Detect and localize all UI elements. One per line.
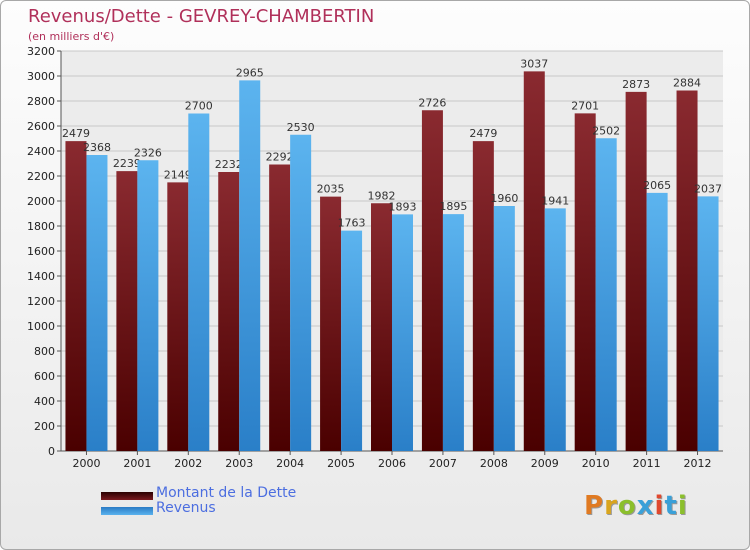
data-label-revenus: 1941 xyxy=(541,194,569,207)
proxiti-logo: Proxiti xyxy=(584,491,688,521)
logo-letter: i xyxy=(677,491,688,521)
data-label-dette: 2035 xyxy=(317,183,345,196)
data-label-revenus: 1763 xyxy=(338,217,366,230)
x-tick-label: 2004 xyxy=(276,457,304,470)
y-tick-label: 1800 xyxy=(27,220,55,233)
bar-dette xyxy=(371,203,392,451)
y-tick-label: 2200 xyxy=(27,170,55,183)
bar-dette xyxy=(676,90,698,451)
y-tick-label: 2800 xyxy=(27,95,55,108)
bar-dette xyxy=(625,91,647,451)
x-tick-label: 2007 xyxy=(429,457,457,470)
bar-revenus xyxy=(442,214,464,451)
data-label-revenus: 2037 xyxy=(694,182,722,195)
y-tick-label: 800 xyxy=(34,345,55,358)
data-label-revenus: 2326 xyxy=(134,146,162,159)
y-tick-label: 600 xyxy=(34,370,55,383)
bar-revenus xyxy=(188,113,210,451)
bar-dette xyxy=(320,196,342,451)
data-label-revenus: 2502 xyxy=(592,124,620,137)
bar-revenus xyxy=(392,214,413,451)
x-tick-label: 2005 xyxy=(327,457,355,470)
x-tick-label: 2012 xyxy=(684,457,712,470)
bar-revenus xyxy=(544,208,566,451)
legend-label-dette: Montant de la Dette xyxy=(156,485,297,501)
x-tick-label: 2003 xyxy=(225,457,253,470)
y-tick-label: 1000 xyxy=(27,320,55,333)
x-tick-label: 2001 xyxy=(123,457,151,470)
y-tick-label: 2600 xyxy=(27,120,55,133)
x-tick-label: 2000 xyxy=(72,457,100,470)
bar-revenus xyxy=(493,206,515,451)
data-label-dette: 2479 xyxy=(62,127,90,140)
data-label-revenus: 2065 xyxy=(643,179,671,192)
data-label-dette: 2726 xyxy=(418,96,446,109)
y-tick-label: 1600 xyxy=(27,245,55,258)
data-label-revenus: 2965 xyxy=(236,66,264,79)
y-tick-label: 3000 xyxy=(27,70,55,83)
legend-swatch-revenus xyxy=(101,507,153,515)
bar-revenus xyxy=(697,196,719,451)
data-label-dette: 2873 xyxy=(622,78,650,91)
bar-dette xyxy=(65,141,87,451)
bar-revenus xyxy=(290,134,312,451)
bar-dette xyxy=(218,172,240,451)
data-label-dette: 2232 xyxy=(215,158,243,171)
y-tick-label: 1200 xyxy=(27,295,55,308)
bar-dette xyxy=(574,113,596,451)
y-tick-label: 400 xyxy=(34,395,55,408)
y-tick-label: 200 xyxy=(34,420,55,433)
bar-dette xyxy=(421,110,443,451)
y-tick-label: 3200 xyxy=(27,45,55,58)
x-tick-label: 2009 xyxy=(531,457,559,470)
data-label-dette: 2239 xyxy=(113,157,141,170)
bar-revenus xyxy=(137,160,159,451)
data-label-revenus: 2700 xyxy=(185,100,213,113)
y-tick-label: 2400 xyxy=(27,145,55,158)
x-tick-label: 2008 xyxy=(480,457,508,470)
x-tick-label: 2002 xyxy=(174,457,202,470)
bar-revenus xyxy=(595,138,617,451)
data-label-dette: 2884 xyxy=(673,77,701,90)
data-label-revenus: 2530 xyxy=(287,121,315,134)
y-tick-label: 2000 xyxy=(27,195,55,208)
logo-letter: P xyxy=(584,491,605,521)
data-label-revenus: 1893 xyxy=(389,200,417,213)
data-label-dette: 2149 xyxy=(164,168,192,181)
bar-revenus xyxy=(341,230,363,451)
bar-dette xyxy=(116,171,138,451)
legend-label-revenus: Revenus xyxy=(156,500,216,516)
logo-letter: i xyxy=(654,491,665,521)
x-tick-label: 2010 xyxy=(582,457,610,470)
bar-dette xyxy=(523,71,545,451)
x-tick-label: 2006 xyxy=(378,457,406,470)
data-label-revenus: 1960 xyxy=(490,192,518,205)
chart-title: Revenus/Dette - GEVREY-CHAMBERTIN xyxy=(28,6,375,27)
logo-letter: x xyxy=(636,491,655,521)
logo-letter: o xyxy=(617,491,637,521)
x-tick-label: 2011 xyxy=(633,457,661,470)
data-label-dette: 3037 xyxy=(520,57,548,70)
legend-swatch-dette xyxy=(101,492,153,500)
bar-dette xyxy=(167,182,189,451)
logo-letter: r xyxy=(604,491,618,521)
data-label-dette: 2701 xyxy=(571,99,599,112)
data-label-dette: 1982 xyxy=(368,189,396,202)
data-label-dette: 2479 xyxy=(469,127,497,140)
bar-dette xyxy=(269,164,291,451)
bar-dette xyxy=(472,141,494,451)
bar-revenus xyxy=(239,80,261,451)
y-tick-label: 0 xyxy=(48,445,55,458)
data-label-dette: 2292 xyxy=(266,151,294,164)
bar-revenus xyxy=(86,155,108,451)
logo-letter: t xyxy=(664,491,678,521)
data-label-revenus: 1895 xyxy=(439,200,467,213)
data-label-revenus: 2368 xyxy=(83,141,111,154)
chart-subtitle: (en milliers d'€) xyxy=(28,30,115,43)
bar-revenus xyxy=(646,192,668,451)
y-tick-label: 1400 xyxy=(27,270,55,283)
